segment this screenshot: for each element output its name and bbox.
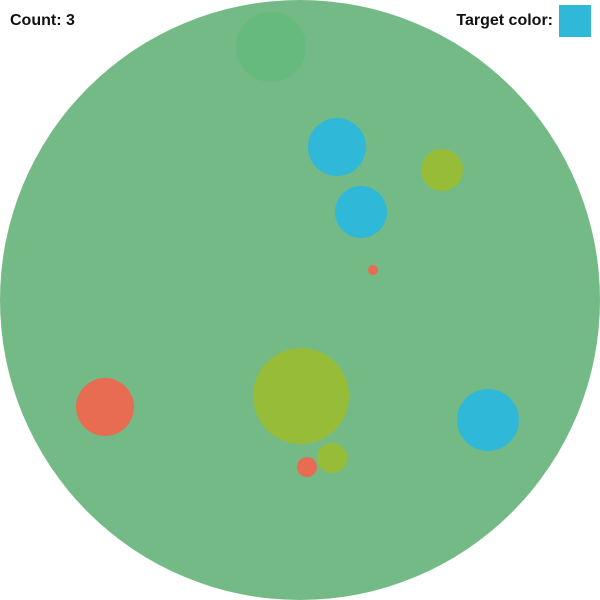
ball-lime-large[interactable] bbox=[253, 348, 349, 444]
ball-lime-small-top[interactable] bbox=[421, 149, 463, 191]
ball-red-tiny[interactable] bbox=[368, 265, 378, 275]
ball-red-left[interactable] bbox=[76, 378, 134, 436]
ball-red-small-bottom[interactable] bbox=[297, 457, 317, 477]
ball-lime-small-bottom[interactable] bbox=[317, 443, 347, 473]
ball-cyan-right[interactable] bbox=[457, 389, 519, 451]
ball-green-top[interactable] bbox=[236, 12, 306, 82]
ball-cyan-1[interactable] bbox=[308, 118, 366, 176]
ball-cyan-2[interactable] bbox=[335, 186, 387, 238]
